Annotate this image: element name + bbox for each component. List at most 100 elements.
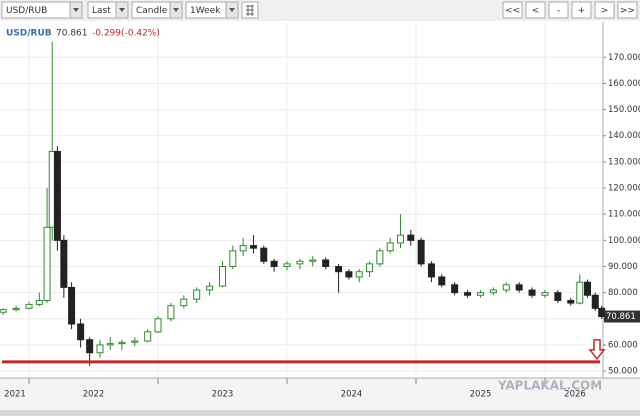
chart-type-select-label[interactable]: Candle (136, 6, 168, 16)
candle-body (598, 307, 606, 318)
candle-body (106, 343, 114, 346)
candle-body (35, 299, 43, 305)
candle-body (206, 285, 214, 291)
candle-body (366, 263, 374, 273)
candle-body (0, 309, 7, 313)
period-select-arrow-icon (229, 8, 235, 12)
candle-body (438, 276, 446, 286)
nav-button[interactable] (617, 1, 638, 19)
candle-body (154, 318, 162, 333)
x-tick-label: 2026 (564, 390, 586, 400)
chart-type-select-arrow-icon (173, 8, 179, 12)
candle-body (144, 331, 152, 342)
candle-body (476, 292, 484, 296)
nav-button[interactable] (548, 1, 569, 19)
table-icon (246, 5, 254, 16)
candle-body (489, 289, 497, 294)
x-tick-label: 2024 (341, 390, 363, 400)
price-type-select-arrow-icon (119, 8, 125, 12)
candle-body (86, 339, 94, 354)
candle-body (591, 294, 599, 309)
candle-body (345, 271, 353, 278)
y-tick-label: 50.000 (608, 367, 638, 377)
candle-body (417, 239, 425, 265)
symbol-select-arrow-icon (73, 8, 79, 12)
candle-body (322, 259, 330, 267)
candle-body (296, 260, 304, 265)
candle-body (502, 284, 510, 291)
y-tick-label: 80.000 (608, 288, 638, 298)
x-tick-label: 2021 (4, 390, 26, 400)
nav-button[interactable] (525, 1, 546, 19)
nav-label[interactable]: + (578, 6, 586, 16)
y-tick-label: 110.000 (608, 210, 640, 220)
y-tick-label: 130.000 (608, 157, 640, 167)
candle-body (396, 234, 404, 244)
candle-body (584, 281, 592, 296)
y-tick-label: 60.000 (608, 340, 638, 350)
candle-body (283, 263, 291, 267)
y-tick-label: 150.000 (608, 105, 640, 115)
symbol-select-label[interactable]: USD/RUB (6, 6, 47, 16)
change-label: -0.299(-0.42%) (92, 29, 160, 39)
y-tick-label: 160.000 (608, 79, 640, 89)
candle-body (335, 265, 343, 273)
last-value: 70.861 (56, 29, 88, 39)
candle-body (43, 226, 51, 301)
x-tick-label: 2022 (83, 390, 105, 400)
candle-body (576, 281, 584, 304)
nav-label[interactable]: << (505, 6, 520, 16)
candle-body (131, 340, 139, 343)
candle-body (355, 271, 363, 278)
candle-body (541, 292, 549, 296)
candle-body (249, 245, 257, 249)
nav-label[interactable]: < (532, 6, 540, 16)
bottom-border (0, 410, 640, 416)
x-tick-label: 2023 (212, 390, 234, 400)
candle-body (118, 341, 126, 345)
candle-body (270, 260, 278, 267)
candle-body (464, 292, 472, 296)
candle-body (554, 292, 562, 301)
nav-label[interactable]: - (557, 6, 560, 16)
candle-body (239, 245, 247, 252)
candle-body (260, 247, 268, 262)
candle-body (193, 289, 201, 300)
down-arrow (588, 339, 606, 361)
candle-body (528, 289, 536, 296)
candle-body (309, 259, 317, 262)
nav-label[interactable]: >> (620, 6, 635, 16)
candle-body (53, 150, 61, 241)
candle-body (180, 298, 188, 307)
nav-button[interactable] (502, 1, 523, 19)
candle-body (427, 263, 435, 278)
candle-body (515, 284, 523, 291)
candle-body (77, 323, 85, 341)
candle-body (12, 307, 20, 311)
nav-label[interactable]: > (601, 6, 609, 16)
last-price-label: 70.861 (606, 312, 636, 322)
candle-body (376, 250, 384, 265)
candle-body (218, 265, 226, 287)
x-axis-band (0, 378, 640, 416)
candle-body (229, 250, 237, 267)
candle-body (567, 299, 575, 304)
candle-body (60, 239, 68, 288)
candle-body (167, 305, 175, 320)
period-select-label[interactable]: 1Week (190, 6, 221, 16)
nav-button[interactable] (571, 1, 592, 19)
candle-body (96, 344, 104, 354)
nav-button[interactable] (594, 1, 615, 19)
watermark: YAPLAKAL.COM (497, 379, 602, 393)
price-type-select-label[interactable]: Last (92, 6, 111, 16)
y-tick-label: 120.000 (608, 184, 640, 194)
symbol-label: USD/RUB (6, 29, 52, 39)
candle-body (451, 284, 459, 294)
y-tick-label: 90.000 (608, 262, 638, 272)
candle-body (25, 303, 33, 309)
candle-body (386, 242, 394, 252)
y-tick-label: 100.000 (608, 236, 640, 246)
y-tick-label: 170.000 (608, 53, 640, 63)
